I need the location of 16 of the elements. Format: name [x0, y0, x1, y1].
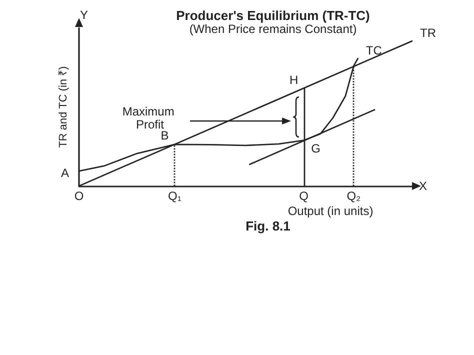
caption: Fig. 8.1 — [246, 218, 290, 234]
annotation: G — [311, 141, 320, 156]
annotation: H — [289, 73, 298, 88]
series-label: TC — [366, 43, 382, 58]
text: X — [418, 179, 428, 193]
y-axis-title: TR and TC (in ₹) — [58, 66, 70, 148]
x-tick-label: O — [74, 189, 84, 203]
chart-subtitle: (When Price remains Constant) — [189, 22, 357, 36]
x-axis-title: Output (in units) — [288, 204, 374, 218]
text: Y — [80, 8, 88, 22]
chart-title: Producer's Equilibrium (TR-TC) — [176, 8, 370, 23]
x-tick-label: Q — [299, 189, 308, 203]
annotation: A — [60, 166, 70, 180]
x-tick-label: Q₁ — [168, 189, 182, 203]
series-label: TR — [420, 26, 436, 40]
x-tick-label: Q₂ — [346, 189, 362, 203]
